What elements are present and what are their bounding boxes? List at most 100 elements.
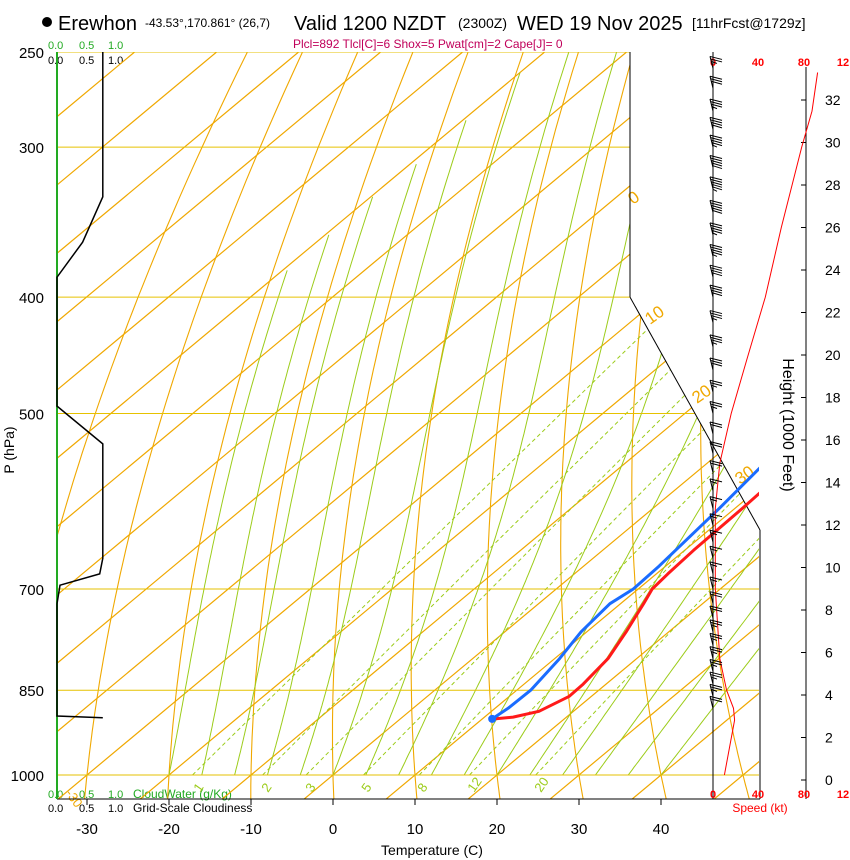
wind-barb xyxy=(709,401,723,414)
wind-barb xyxy=(709,264,723,278)
x-axis-title: Temperature (C) xyxy=(381,842,483,858)
dewpoint-profile-line xyxy=(491,466,759,721)
moist-adiabat-line xyxy=(529,403,759,776)
x-tick-label: -20 xyxy=(158,821,180,838)
isotherm-line xyxy=(57,52,217,186)
moist-adiabat-line xyxy=(594,548,759,776)
dry-adiabat-line xyxy=(832,52,850,800)
cloud-bottom-black-05: 0.5 xyxy=(79,803,94,815)
height-tick-label: 4 xyxy=(825,687,833,703)
x-tick-label: 0 xyxy=(329,821,337,838)
wind-barb xyxy=(709,176,723,192)
moist-adiabat-line xyxy=(332,72,521,776)
wind-barb xyxy=(709,55,723,69)
wind-barb xyxy=(709,513,723,526)
y-tick-label: 850 xyxy=(19,683,44,700)
moist-adiabat-line xyxy=(398,52,618,776)
speed-tick-top: 80 xyxy=(798,57,810,69)
station-coords: -43.53°,170.861° (26,7) xyxy=(145,16,270,30)
wind-barb xyxy=(709,441,723,454)
wind-barb xyxy=(709,334,723,347)
height-tick-label: 20 xyxy=(825,347,841,363)
wind-barb xyxy=(709,199,723,214)
wind-barb xyxy=(709,243,723,257)
y-tick-label: 400 xyxy=(19,290,44,307)
moist-adiabat-line xyxy=(299,120,467,776)
wind-barb xyxy=(709,98,723,112)
wind-barb xyxy=(709,646,723,659)
wind-barb xyxy=(709,659,723,672)
dry-adiabat-line xyxy=(767,52,832,800)
isotherm-line xyxy=(139,282,759,799)
mixing-ratio-line xyxy=(192,296,681,776)
station-name: Erewhon xyxy=(58,13,137,35)
height-tick-label: 6 xyxy=(825,645,833,661)
wind-barb xyxy=(709,576,723,590)
x-tick-label: 20 xyxy=(489,821,506,838)
height-axis-title: Height (1000 Feet) xyxy=(779,358,796,491)
cloud-bottom-green-05: 0.5 xyxy=(79,789,94,801)
speed-tick-bottom: 0 xyxy=(710,789,716,801)
isotherm-line xyxy=(57,52,709,596)
height-tick-label: 32 xyxy=(825,92,841,108)
dry-adiabat-line xyxy=(560,52,635,799)
isotherm-line xyxy=(303,419,759,799)
dry-adiabat-line xyxy=(331,52,469,799)
mixing-ratio-label: 3 xyxy=(302,780,318,795)
valid-date: WED 19 Nov 2025 xyxy=(517,13,683,35)
wind-barb xyxy=(709,496,723,509)
dry-adiabat-line xyxy=(84,52,303,799)
wind-barb xyxy=(709,591,723,604)
y-tick-label: 250 xyxy=(19,45,44,62)
isotherm-line xyxy=(467,555,759,799)
wind-barb xyxy=(709,605,723,619)
cloud-bottom-black-0: 0.0 xyxy=(48,803,63,815)
speed-tick-bottom: 40 xyxy=(752,789,764,801)
height-tick-label: 28 xyxy=(825,177,841,193)
cloudiness-panel xyxy=(56,52,104,799)
height-tick-label: 2 xyxy=(825,730,833,746)
valid-time: Valid 1200 NZDT xyxy=(294,13,446,35)
cloud-top-green-1: 1.0 xyxy=(108,40,123,52)
y-tick-label: 300 xyxy=(19,140,44,157)
sounding-profiles xyxy=(488,466,759,723)
moist-adiabat-line xyxy=(660,647,759,776)
isotherm-line xyxy=(221,350,759,799)
height-tick-label: 16 xyxy=(825,432,841,448)
isotherm-line xyxy=(57,52,545,460)
height-tick-label: 14 xyxy=(825,475,841,491)
mixing-ratio-label: 5 xyxy=(358,780,374,795)
y-axis-title: P (hPa) xyxy=(1,426,17,473)
x-tick-label: 10 xyxy=(407,821,424,838)
forecast-info: [11hrFcst@1729z] xyxy=(692,15,806,31)
moist-adiabat-line xyxy=(627,600,759,776)
height-tick-label: 30 xyxy=(825,135,841,151)
dry-adiabat-line xyxy=(250,52,414,799)
temperature-profile-line xyxy=(494,491,759,721)
dry-adiabat-line xyxy=(167,52,359,799)
wind-barb xyxy=(709,310,723,323)
isotherm-line xyxy=(385,487,759,799)
height-tick-label: 26 xyxy=(825,220,841,236)
station-dot xyxy=(42,17,52,27)
mixing-ratio-label: 2 xyxy=(258,780,274,795)
wind-barb xyxy=(709,545,723,559)
height-tick-label: 24 xyxy=(825,262,841,278)
wind-barb xyxy=(709,695,723,709)
height-tick-label: 10 xyxy=(825,560,841,576)
moist-adiabat-line xyxy=(430,52,673,776)
wind-barb xyxy=(709,561,723,574)
wind-barb xyxy=(709,75,723,89)
moist-adiabat-line xyxy=(365,52,570,776)
isotherm-line xyxy=(57,52,381,323)
stability-indices: Plcl=892 Tlcl[C]=6 Shox=5 Pwat[cm]=2 Cap… xyxy=(293,37,563,51)
wind-barb xyxy=(709,478,723,492)
cloud-top-black-0: 0.0 xyxy=(48,55,63,67)
speed-tick-bottom: 12 xyxy=(837,789,849,801)
wind-barb xyxy=(709,357,723,371)
cloud-top-green-05: 0.5 xyxy=(79,40,94,52)
mixing-ratio-line xyxy=(363,373,759,776)
dry-adiabat-line xyxy=(410,52,524,799)
speed-tick-top: 0 xyxy=(710,57,716,69)
